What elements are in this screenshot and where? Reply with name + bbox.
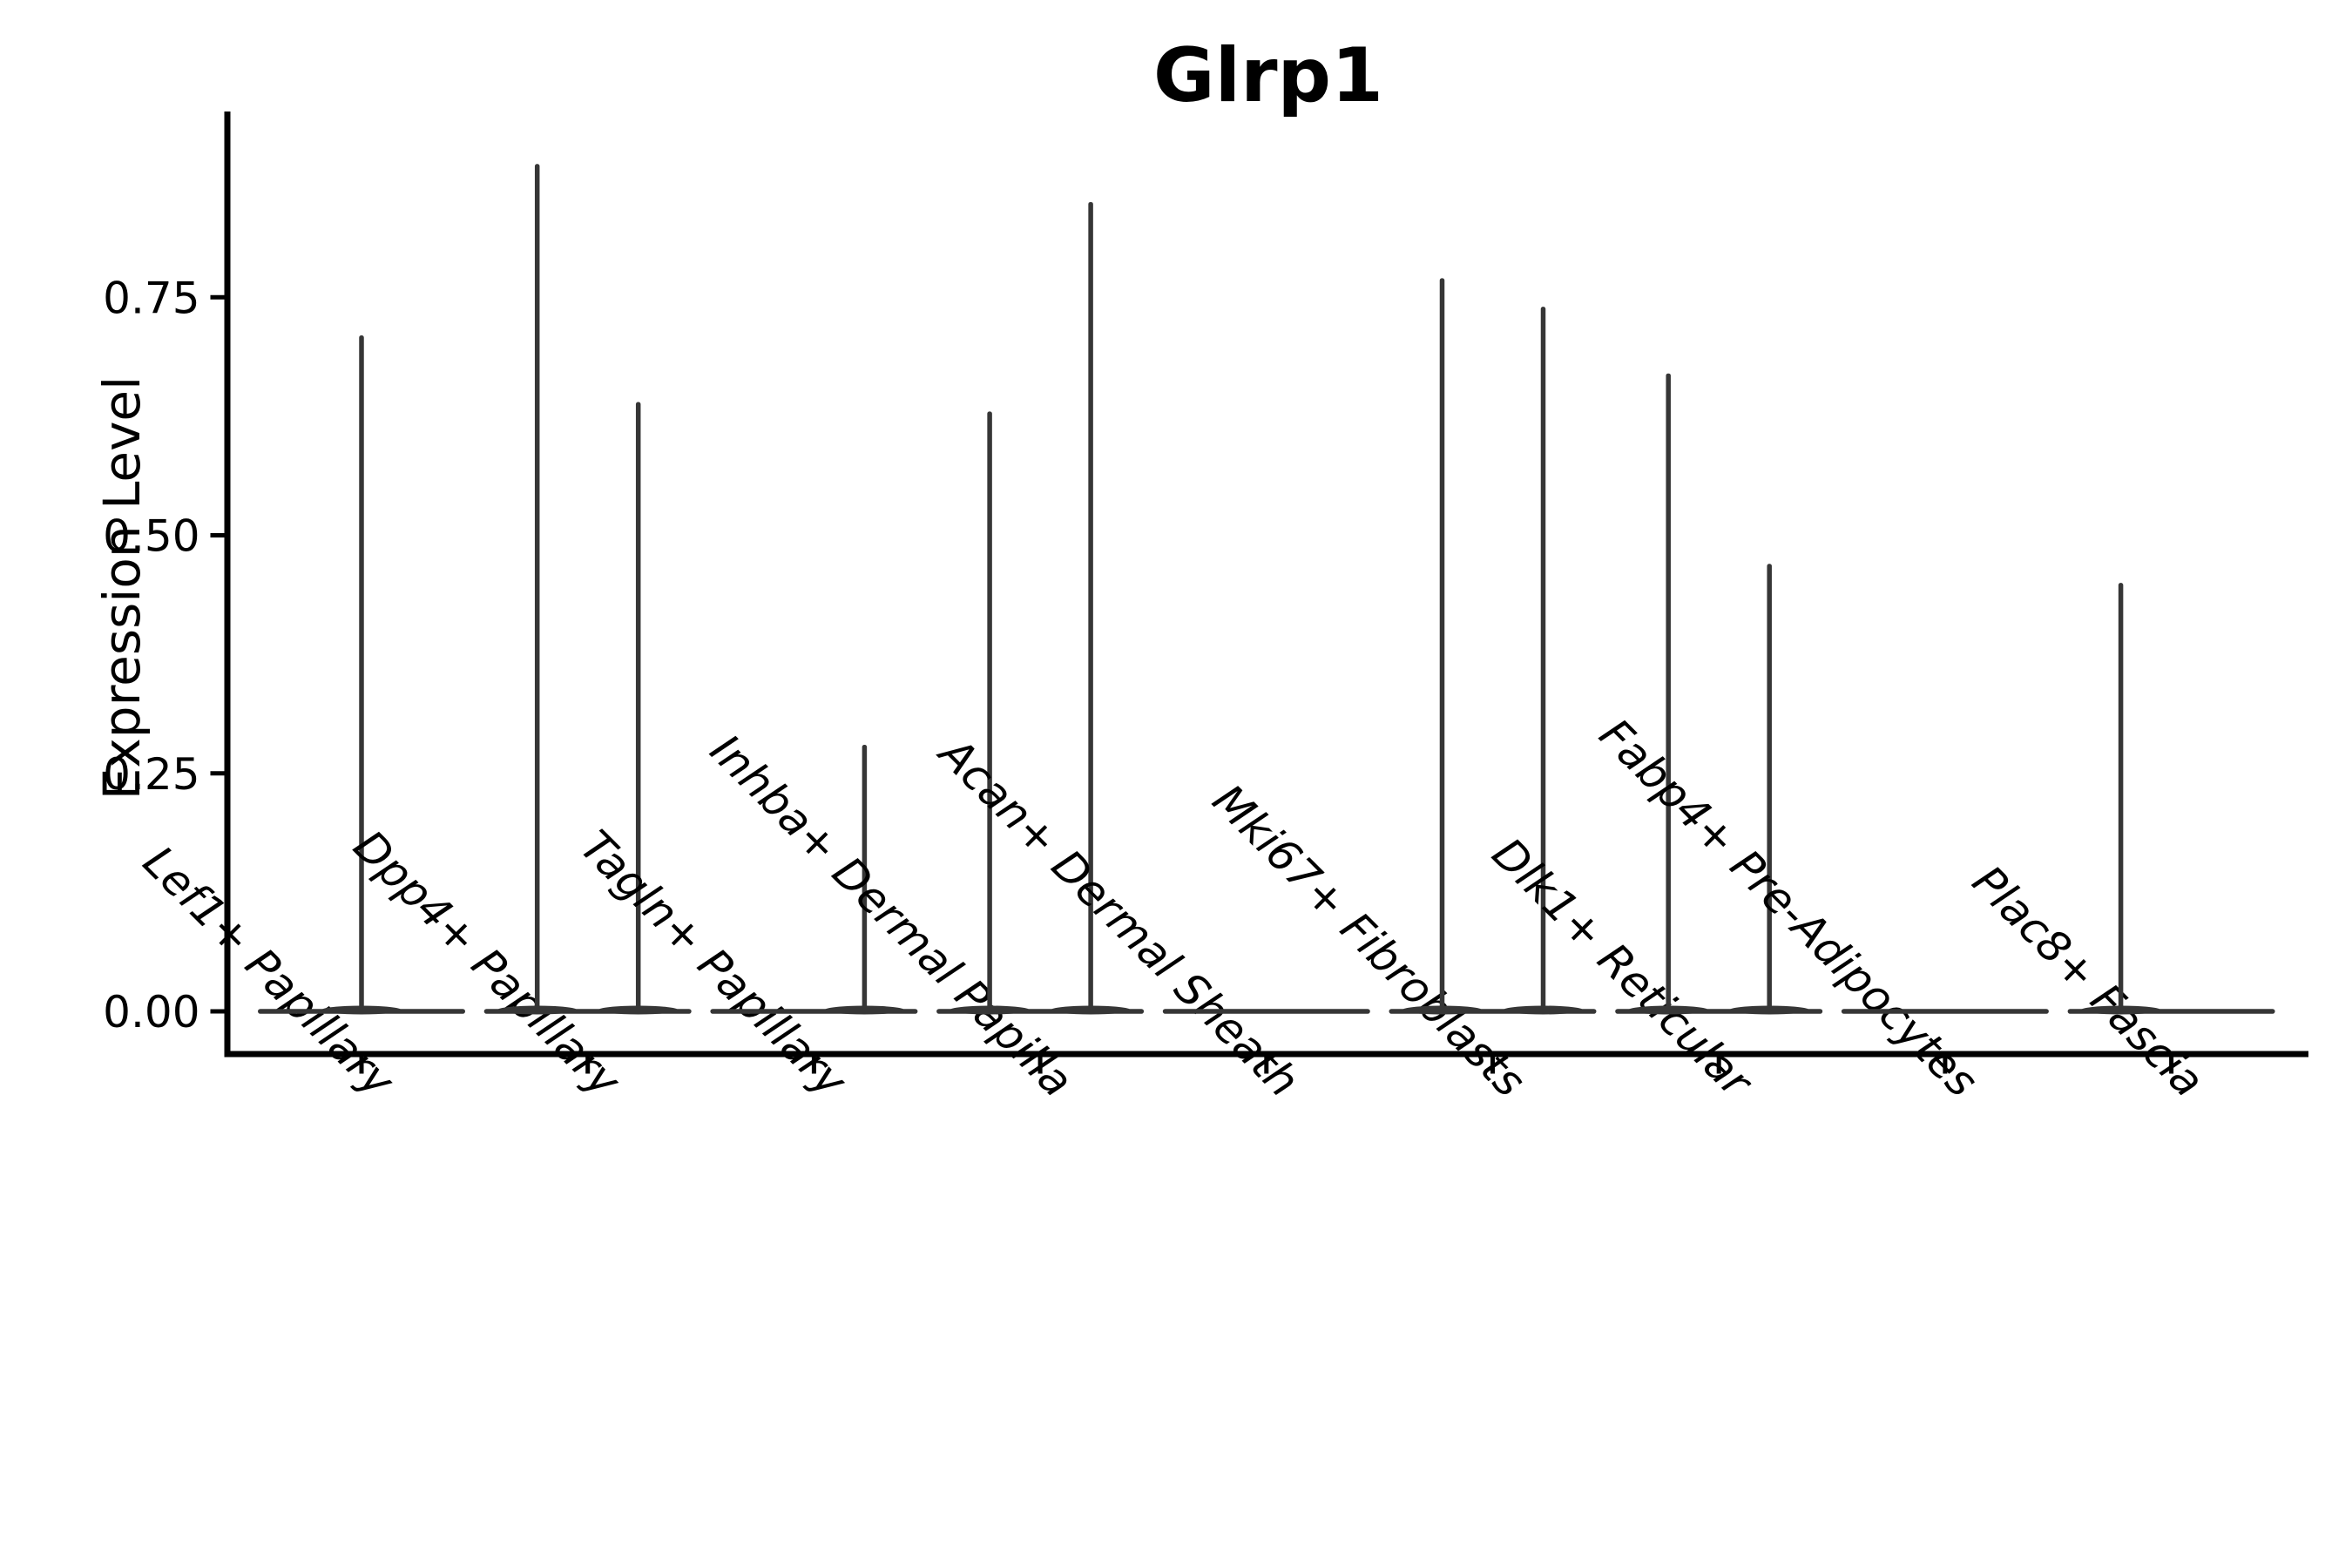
- violin-tail-spike: [1439, 278, 1445, 1011]
- violin-tail-spike: [862, 744, 868, 1011]
- x-tick-label: Acan+ Dermal Sheath: [928, 727, 1308, 1107]
- violin-tail-spike: [1767, 564, 1772, 1011]
- x-axis-spine: [224, 1051, 2308, 1058]
- violin-zero-base: [1841, 1009, 2049, 1014]
- y-tick-label: 0.75: [103, 273, 199, 323]
- x-tick-mark: [359, 1057, 364, 1074]
- y-tick-mark: [210, 533, 225, 537]
- x-tick-mark: [1264, 1057, 1269, 1074]
- y-tick-label: 0.25: [103, 749, 199, 800]
- violin-zero-base: [1162, 1009, 1370, 1014]
- y-tick-mark: [210, 771, 225, 776]
- violin-tail-spike: [1666, 373, 1671, 1011]
- x-tick-mark: [2169, 1057, 2174, 1074]
- x-tick-mark: [1943, 1057, 1948, 1074]
- violin-tail-spike: [534, 164, 540, 1012]
- y-axis-spine: [224, 112, 231, 1058]
- violin-tail-spike: [359, 335, 364, 1012]
- x-tick-label: Fabp4+ Pre-Adipocytes: [1590, 709, 1988, 1107]
- x-tick-label: Plac8+ Fascia: [1963, 856, 2213, 1107]
- violin-tail-spike: [635, 402, 641, 1012]
- violin-tail-spike: [1088, 201, 1093, 1011]
- violin-tail-spike: [1540, 307, 1546, 1011]
- x-tick-mark: [811, 1057, 816, 1074]
- x-tick-label: Lef1+ Papillary: [133, 836, 404, 1107]
- x-tick-mark: [1037, 1057, 1043, 1074]
- x-tick-mark: [1490, 1057, 1495, 1074]
- y-tick-label: 0.00: [103, 987, 199, 1037]
- violin-tail-spike: [987, 411, 992, 1011]
- violin-tail-spike: [2118, 583, 2124, 1011]
- x-tick-mark: [1716, 1057, 1721, 1074]
- y-tick-label: 0.50: [103, 511, 199, 562]
- plot-title: Glrp1: [1153, 32, 1383, 119]
- y-tick-mark: [210, 1009, 225, 1014]
- y-tick-mark: [210, 294, 225, 300]
- x-tick-mark: [585, 1057, 591, 1074]
- x-tick-label: Inhba+ Dermal Papilla: [700, 725, 1082, 1106]
